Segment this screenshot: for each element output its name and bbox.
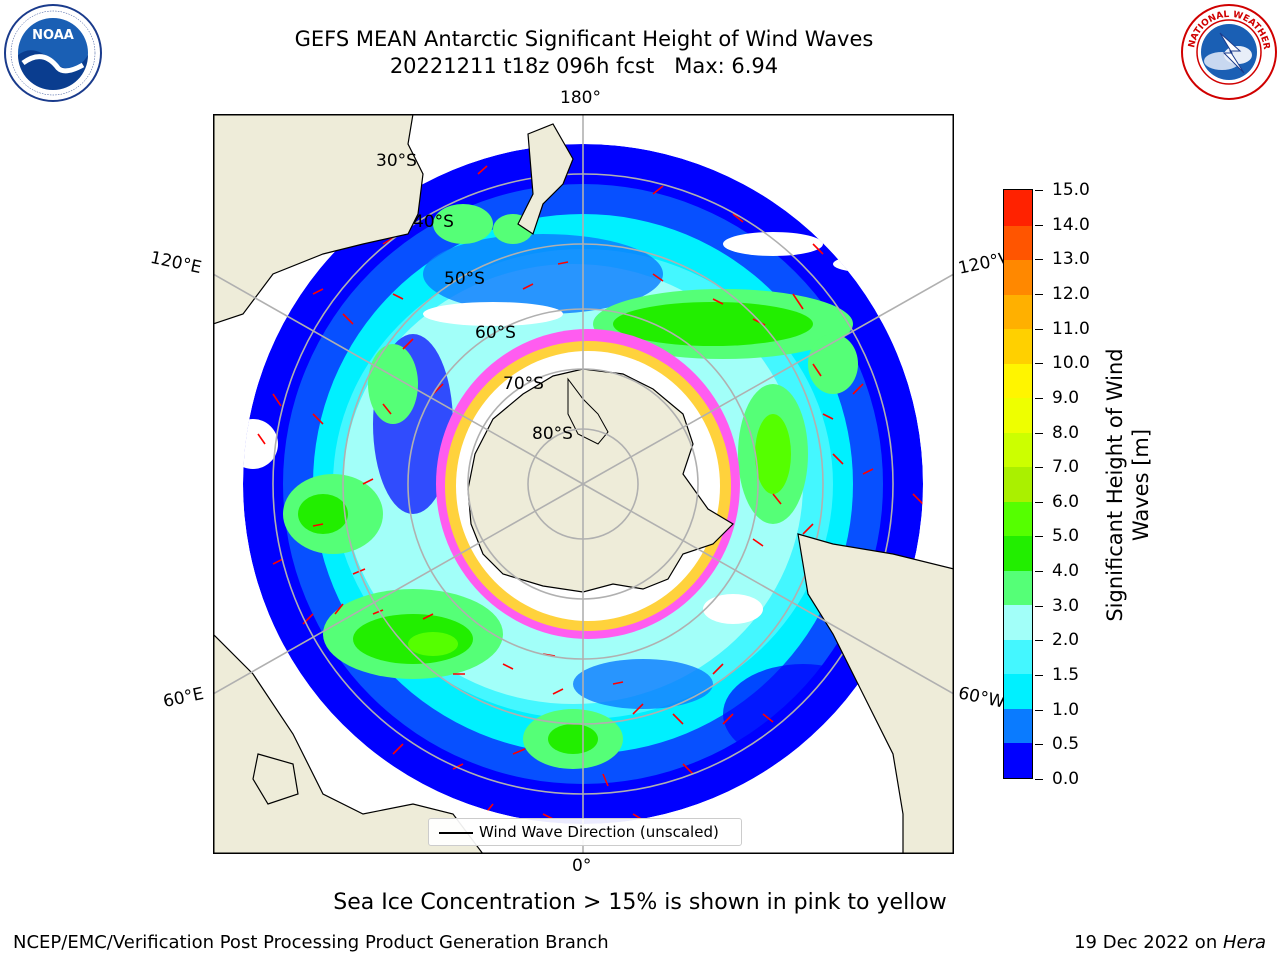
- latitude-label-30s: 30°S: [376, 151, 417, 171]
- colorbar-tick: [1035, 432, 1043, 434]
- colorbar: [1003, 189, 1033, 779]
- noaa-logo: NOAA: [3, 3, 103, 103]
- colorbar-tick-label: 9.0: [1052, 387, 1080, 408]
- longitude-lines: [213, 114, 954, 854]
- colorbar-tick: [1035, 259, 1043, 261]
- footer-machine: Hera: [1222, 932, 1266, 953]
- colorbar-segment: [1004, 224, 1032, 261]
- colorbar-tick: [1035, 397, 1043, 399]
- colorbar-segment: [1004, 466, 1032, 502]
- map-legend: Wind Wave Direction (unscaled): [428, 818, 742, 846]
- colorbar-segment: [1004, 363, 1032, 399]
- latitude-label-70s: 70°S: [503, 374, 544, 394]
- longitude-label-60w: 60°W: [956, 683, 1007, 713]
- map-title-line1: GEFS MEAN Antarctic Significant Height o…: [294, 27, 874, 51]
- colorbar-tick-label: 11.0: [1052, 318, 1090, 339]
- colorbar-tick-label: 6.0: [1052, 491, 1080, 512]
- colorbar-tick: [1035, 467, 1043, 469]
- colorbar-segment: [1004, 639, 1032, 675]
- colorbar-tick-label: 12.0: [1052, 283, 1090, 304]
- colorbar-tick-label: 13.0: [1052, 249, 1090, 270]
- colorbar-segment: [1004, 742, 1032, 778]
- colorbar-segment: [1004, 673, 1032, 709]
- footer-organization: NCEP/EMC/Verification Post Processing Pr…: [13, 932, 609, 953]
- footer-date: 19 Dec 2022 on Hera: [1074, 932, 1266, 953]
- colorbar-tick-label: 14.0: [1052, 214, 1090, 235]
- colorbar-tick-label: 10.0: [1052, 353, 1090, 374]
- longitude-label-0: 0°: [572, 856, 592, 876]
- longitude-label-60e: 60°E: [161, 683, 206, 713]
- colorbar-tick: [1035, 571, 1043, 573]
- colorbar-tick-label: 7.0: [1052, 457, 1080, 478]
- latitude-label-40s: 40°S: [413, 212, 454, 232]
- colorbar-tick: [1035, 779, 1043, 780]
- legend-line-sample: [439, 832, 473, 834]
- colorbar-tick: [1035, 293, 1043, 295]
- colorbar-tick-label: 15.0: [1052, 180, 1090, 200]
- colorbar-tick-label: 0.0: [1052, 769, 1080, 789]
- colorbar-tick-label: 0.5: [1052, 734, 1080, 755]
- colorbar-segment: [1004, 328, 1032, 364]
- colorbar-tick: [1035, 536, 1043, 538]
- colorbar-segment: [1004, 190, 1032, 226]
- colorbar-tick: [1035, 190, 1043, 191]
- colorbar-segment: [1004, 708, 1032, 744]
- colorbar-tick: [1035, 640, 1043, 642]
- latitude-label-60s: 60°S: [475, 323, 516, 343]
- colorbar-label: Significant Height of Wind Waves [m]: [1103, 348, 1153, 622]
- colorbar-segment: [1004, 570, 1032, 606]
- colorbar-segment: [1004, 294, 1032, 330]
- polar-map: [213, 114, 954, 854]
- colorbar-segment: [1004, 432, 1032, 468]
- colorbar-segment: [1004, 259, 1032, 295]
- colorbar-tick: [1035, 501, 1043, 503]
- sea-ice-note: Sea Ice Concentration > 15% is shown in …: [333, 890, 947, 915]
- colorbar-tick-label: 2.0: [1052, 630, 1080, 651]
- colorbar-tick: [1035, 328, 1043, 330]
- colorbar-tick: [1035, 675, 1043, 677]
- colorbar-tick: [1035, 709, 1043, 711]
- colorbar-tick: [1035, 224, 1043, 226]
- latitude-label-50s: 50°S: [444, 269, 485, 289]
- longitude-label-120e: 120°E: [148, 247, 204, 279]
- latitude-label-80s: 80°S: [532, 424, 573, 444]
- legend-entry: Wind Wave Direction (unscaled): [479, 823, 719, 841]
- colorbar-segment: [1004, 604, 1032, 640]
- colorbar-tick: [1035, 363, 1043, 365]
- colorbar-tick: [1035, 744, 1043, 746]
- colorbar-tick-label: 3.0: [1052, 595, 1080, 616]
- colorbar-tick-label: 8.0: [1052, 422, 1080, 443]
- colorbar-tick-label: 1.5: [1052, 665, 1080, 686]
- colorbar-segment: [1004, 501, 1032, 537]
- colorbar-tick-label: 4.0: [1052, 561, 1080, 582]
- map-title-line2: 20221211 t18z 096h fcst Max: 6.94: [389, 54, 779, 78]
- colorbar-segment: [1004, 535, 1032, 571]
- continents: [213, 114, 954, 854]
- colorbar-segment: [1004, 397, 1032, 433]
- colorbar-tick-label: 1.0: [1052, 699, 1080, 720]
- nws-logo: NATIONAL WEATHER SERVICE: [1177, 0, 1278, 101]
- svg-text:NOAA: NOAA: [32, 28, 74, 43]
- colorbar-tick-label: 5.0: [1052, 526, 1080, 547]
- longitude-label-180: 180°: [560, 88, 601, 108]
- colorbar-tick: [1035, 605, 1043, 607]
- footer-date-text: 19 Dec 2022 on: [1074, 932, 1223, 953]
